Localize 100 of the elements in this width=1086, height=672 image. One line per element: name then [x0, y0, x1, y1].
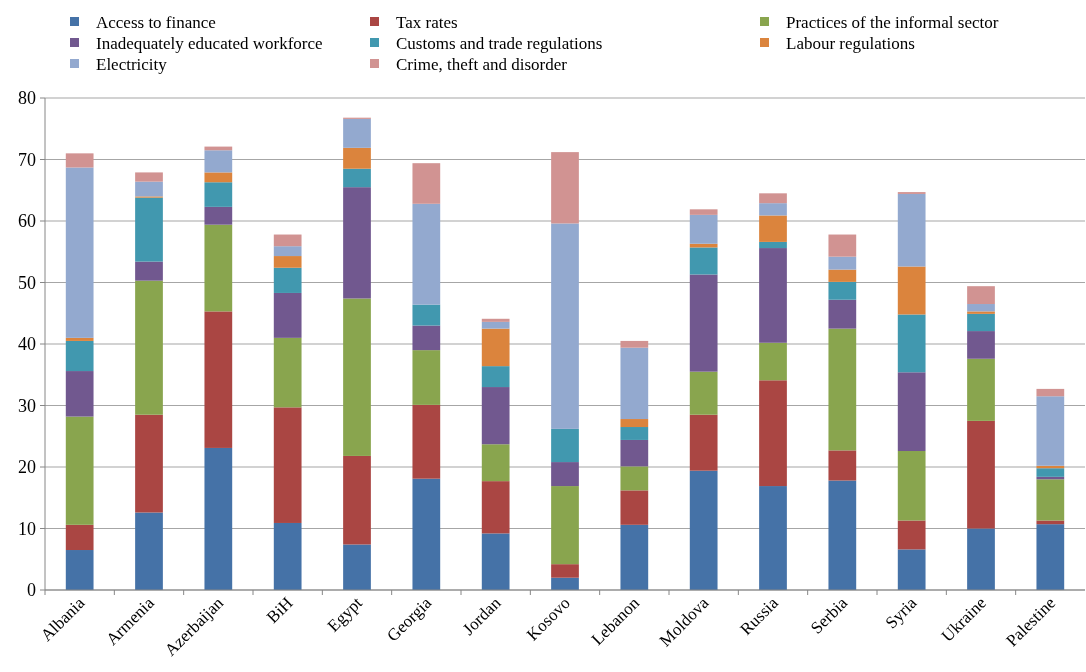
bar [1036, 524, 1065, 590]
bar [204, 224, 233, 312]
bar [135, 181, 163, 197]
bar [135, 414, 163, 513]
bar [620, 439, 649, 467]
bar [481, 318, 510, 322]
bar [828, 450, 857, 481]
bar [65, 416, 94, 525]
bar [273, 337, 302, 408]
bar [689, 274, 718, 372]
legend-label: Crime, theft and disorder [396, 54, 568, 74]
bar [204, 172, 233, 183]
bar [759, 193, 787, 204]
bar [620, 340, 649, 348]
bar [412, 478, 441, 590]
y-tick-label: 20 [18, 457, 36, 478]
x-tick-label: BiH [263, 593, 297, 627]
bar [897, 451, 926, 521]
bar [135, 261, 163, 281]
bar [689, 371, 718, 415]
bar [65, 550, 94, 590]
bar [204, 447, 233, 590]
bar [551, 152, 579, 224]
bar [689, 214, 718, 244]
bar [65, 167, 94, 338]
legend-label: Customs and trade regulations [396, 33, 603, 53]
y-tick-label: 0 [27, 580, 36, 601]
bar [204, 206, 233, 225]
y-tick-label: 50 [18, 272, 36, 293]
bar [828, 234, 857, 257]
y-tick-label: 40 [18, 334, 36, 355]
bar [620, 524, 649, 590]
y-tick-label: 30 [18, 395, 36, 416]
bar [967, 331, 995, 359]
bar [343, 544, 371, 590]
bar [967, 311, 995, 314]
bar [967, 420, 995, 529]
bar [204, 311, 233, 448]
bar [135, 197, 163, 262]
bar [759, 241, 787, 249]
bar [897, 520, 926, 550]
bar [65, 340, 94, 372]
bar [759, 380, 787, 487]
bar [828, 480, 857, 590]
bar [412, 325, 441, 351]
bar [620, 419, 649, 428]
bar [412, 304, 441, 326]
bar [828, 299, 857, 329]
bar [689, 247, 718, 275]
bar [343, 168, 371, 188]
bar [828, 256, 857, 270]
bar [689, 470, 718, 590]
bar [551, 428, 579, 463]
y-tick-label: 80 [18, 88, 36, 109]
bar [967, 313, 995, 332]
bar [897, 314, 926, 373]
bar [759, 248, 787, 343]
bar [551, 462, 579, 487]
bar [759, 342, 787, 381]
bar [65, 337, 94, 341]
bar [759, 486, 787, 590]
bar [967, 358, 995, 421]
bar [551, 577, 579, 590]
legend-label: Labour regulations [786, 33, 915, 53]
bar [897, 372, 926, 452]
bar [204, 182, 233, 207]
bar [551, 564, 579, 578]
bar [135, 172, 163, 182]
bar [481, 481, 510, 534]
bar [620, 347, 649, 420]
bar [689, 414, 718, 471]
y-tick-label: 10 [18, 518, 36, 539]
bar [967, 286, 995, 305]
bar [65, 371, 94, 417]
bar [412, 404, 441, 479]
bar [343, 455, 371, 545]
bar [273, 234, 302, 247]
bar [412, 350, 441, 405]
bar [620, 490, 649, 525]
y-tick-label: 60 [18, 211, 36, 232]
bar [759, 215, 787, 242]
bar [967, 304, 995, 312]
bar [343, 298, 371, 456]
bar [620, 427, 649, 440]
bar [1036, 388, 1065, 397]
bar [828, 281, 857, 300]
bar [135, 512, 163, 590]
legend-label: Tax rates [396, 12, 458, 32]
bar [759, 203, 787, 216]
bar [1036, 468, 1065, 477]
bar [412, 163, 441, 204]
bar [689, 209, 718, 215]
bar [897, 193, 926, 267]
legend-label: Inadequately educated workforce [96, 33, 323, 53]
bar [343, 147, 371, 169]
bar [481, 328, 510, 367]
legend-label: Electricity [96, 54, 168, 74]
bar [967, 528, 995, 590]
bar [828, 328, 857, 451]
bar [828, 269, 857, 282]
